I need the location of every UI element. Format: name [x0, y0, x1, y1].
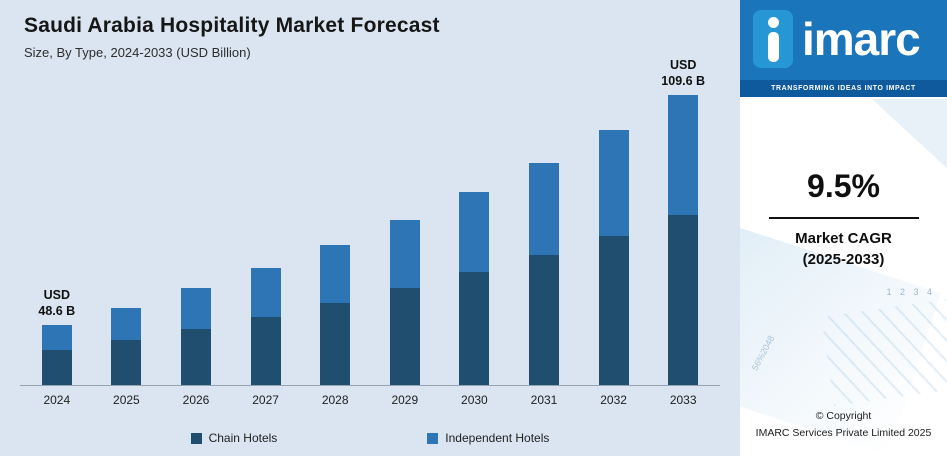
bar-plot: USD 48.6 B USD 109.6 B	[22, 40, 718, 385]
bar-segment-chain-hotels	[320, 302, 351, 385]
x-axis-label: 2031	[530, 393, 558, 407]
logo-banner: imarc TRANSFORMING IDEAS INTO IMPACT	[740, 0, 947, 97]
bar-slot	[509, 40, 579, 385]
x-axis-label: 2033	[669, 393, 697, 407]
bar-segment-chain-hotels	[389, 288, 420, 385]
legend-item: Independent Hotels	[427, 431, 549, 445]
bar-slot	[300, 40, 370, 385]
tagline-text: TRANSFORMING IDEAS INTO IMPACT	[771, 85, 916, 92]
bar-slot	[231, 40, 301, 385]
logo-dot	[767, 17, 779, 28]
legend-swatch	[427, 432, 439, 444]
imarc-logo: imarc	[740, 0, 947, 68]
bar-slot	[161, 40, 231, 385]
bar-slot	[579, 40, 649, 385]
bar-segment-independent-hotels	[41, 325, 72, 350]
bar-segment-independent-hotels	[180, 288, 211, 329]
x-axis-line	[20, 385, 720, 386]
bar-segment-chain-hotels	[598, 235, 629, 385]
chart-panel: Saudi Arabia Hospitality Market Forecast…	[0, 14, 740, 445]
sidebar: 1 2 3 4 56%2048 imarc TRANSFORMING IDEAS…	[740, 0, 947, 456]
bar-segment-chain-hotels	[459, 272, 490, 385]
chart-title: Saudi Arabia Hospitality Market Forecast	[24, 14, 440, 37]
bar-segment-independent-hotels	[459, 192, 490, 273]
bar-segment-independent-hotels	[320, 244, 351, 303]
chart-header: Saudi Arabia Hospitality Market Forecast…	[24, 14, 440, 60]
imarc-i-icon	[753, 10, 793, 68]
x-axis-label: 2027	[252, 393, 279, 407]
x-axis-label: 2026	[182, 393, 210, 407]
bar-segment-chain-hotels	[180, 328, 211, 385]
bar-slot	[370, 40, 440, 385]
bar-segment-chain-hotels	[250, 316, 281, 385]
copyright-line1: © Copyright	[815, 410, 872, 423]
tagline-strip: TRANSFORMING IDEAS INTO IMPACT	[740, 80, 947, 97]
bar-value-label: USD 48.6 B	[38, 287, 76, 318]
watermark-text: 1 2 3 4	[886, 287, 935, 297]
bar-slot: USD 48.6 B	[22, 40, 92, 385]
bar-segment-independent-hotels	[668, 95, 699, 216]
bar-value-label: USD 109.6 B	[661, 57, 706, 88]
bar-segment-chain-hotels	[41, 350, 72, 385]
bar-segment-chain-hotels	[111, 339, 142, 385]
cagr-label-line2: (2025-2033)	[802, 251, 885, 268]
legend: Chain Hotels Independent Hotels	[0, 431, 740, 445]
cagr-divider	[768, 217, 919, 219]
x-axis-label: 2025	[113, 393, 140, 407]
logo-text: imarc	[802, 13, 921, 65]
cagr-value: 9.5%	[807, 168, 880, 204]
bar-segment-independent-hotels	[528, 162, 559, 255]
bar-segment-independent-hotels	[111, 307, 142, 340]
chart-subtitle: Size, By Type, 2024-2033 (USD Billion)	[24, 45, 251, 60]
x-axis-label: 2029	[391, 393, 419, 407]
copyright-line2: IMARC Services Private Limited 2025	[755, 426, 932, 439]
bar-slot: USD 109.6 B	[648, 40, 718, 385]
bar-slot	[440, 40, 510, 385]
logo-bar	[767, 32, 779, 62]
bar-segment-chain-hotels	[668, 215, 699, 385]
cagr-block: 9.5% Market CAGR (2025-2033)	[740, 168, 947, 270]
legend-label: Independent Hotels	[445, 431, 550, 445]
legend-item: Chain Hotels	[190, 431, 278, 445]
bar-segment-chain-hotels	[528, 255, 559, 385]
copyright: © Copyright IMARC Services Private Limit…	[740, 408, 947, 441]
bar-segment-independent-hotels	[389, 219, 420, 289]
legend-label: Chain Hotels	[208, 431, 278, 445]
x-axis-label: 2024	[43, 393, 71, 407]
bar-segment-independent-hotels	[250, 267, 281, 317]
x-axis-label: 2030	[461, 393, 488, 407]
x-axis-labels: 2024 2025 2026 2027 2028 2029 2030 2031 2032 2033	[22, 393, 718, 407]
bar-segment-independent-hotels	[598, 129, 629, 236]
bar-slot	[92, 40, 162, 385]
cagr-label-line1: Market CAGR	[795, 230, 892, 247]
x-axis-label: 2028	[321, 393, 349, 407]
decorative-triangle	[872, 99, 947, 219]
legend-swatch	[190, 432, 202, 444]
x-axis-label: 2032	[600, 393, 627, 407]
